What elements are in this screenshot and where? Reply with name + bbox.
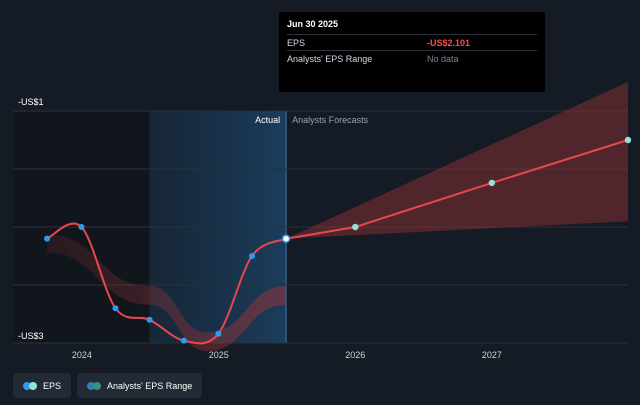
- historical-eps-band: [47, 233, 287, 352]
- legend: EPS Analysts' EPS Range: [13, 373, 203, 398]
- legend-eps-range-label: Analysts' EPS Range: [107, 380, 193, 391]
- eps-forecast-line: [285, 139, 629, 240]
- tooltip: Jun 30 2025 EPS -US$2.101 Analysts' EPS …: [279, 12, 545, 92]
- x-tick-label-2026: 2026: [345, 350, 365, 360]
- tooltip-title: Jun 30 2025: [287, 19, 339, 29]
- eps-legend-icon: [23, 381, 37, 390]
- tooltip-eps-value: -US$2.101: [427, 38, 471, 48]
- tooltip-row-range: Analysts' EPS Range No data: [287, 50, 537, 66]
- x-tick-label-2025: 2025: [209, 350, 229, 360]
- eps-point-4: [180, 337, 187, 344]
- eps-point-3: [146, 316, 153, 323]
- y-tick-label-bottom: -US$3: [18, 331, 44, 341]
- x-tick-label-2027: 2027: [482, 350, 502, 360]
- legend-eps-label: EPS: [43, 380, 62, 391]
- eps-point-7: [281, 234, 291, 243]
- tooltip-range-value: No data: [427, 54, 459, 64]
- forecast-region-label: Analysts Forecasts: [292, 115, 369, 125]
- eps-forecast-point-0: [352, 223, 359, 231]
- tooltip-row-eps: EPS -US$2.101: [287, 34, 537, 50]
- forecast-range-band: [286, 82, 628, 239]
- legend-item-eps-range[interactable]: Analysts' EPS Range: [77, 373, 203, 398]
- eps-point-5: [215, 330, 222, 337]
- eps-range-legend-icon: [87, 381, 102, 390]
- eps-point-1: [78, 224, 85, 230]
- actual-region-label: Actual: [255, 115, 280, 125]
- eps-point-0: [44, 235, 51, 242]
- tooltip-range-label: Analysts' EPS Range: [287, 54, 373, 64]
- eps-forecast-point-2: [624, 136, 632, 144]
- legend-item-eps[interactable]: EPS: [13, 373, 72, 398]
- eps-forecast-point-1: [488, 179, 496, 187]
- tooltip-eps-label: EPS: [287, 38, 306, 48]
- y-tick-label-top: -US$1: [18, 97, 44, 107]
- x-tick-label-2024: 2024: [72, 350, 92, 360]
- eps-point-2: [112, 305, 119, 312]
- eps-actual-line: [46, 222, 287, 345]
- eps-point-6: [249, 253, 256, 259]
